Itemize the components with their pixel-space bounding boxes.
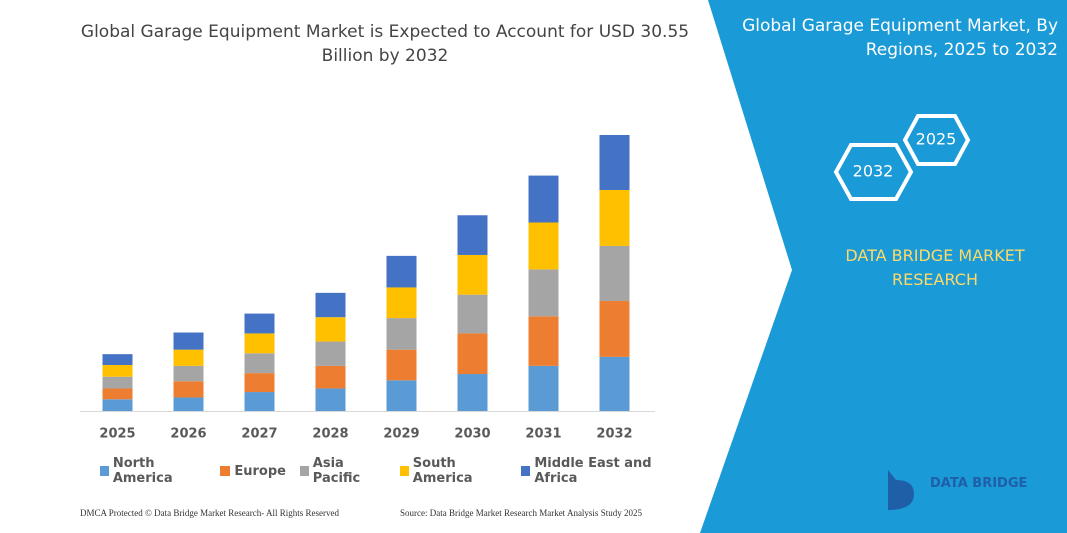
legend-item: South America xyxy=(399,456,508,486)
bar-segment xyxy=(244,373,275,393)
bar-segment xyxy=(457,294,488,334)
hexagon-label: 2025 xyxy=(916,130,957,149)
bar-segment xyxy=(173,397,204,411)
brand: DATA BRIDGE MARKET RESEARCH xyxy=(845,246,1025,289)
bar-segment xyxy=(102,376,133,389)
bar-segment xyxy=(386,287,417,319)
x-tick-label: 2030 xyxy=(454,427,490,442)
bar-segment xyxy=(386,255,417,288)
legend: North America Europe Asia Pacific South Ame… xyxy=(100,456,680,486)
bar-segment xyxy=(386,380,417,411)
x-tick-label: 2028 xyxy=(312,427,348,442)
legend-label: North America xyxy=(112,456,173,486)
legend-item: Middle East and Africa xyxy=(521,456,680,486)
legend-swatch xyxy=(100,466,109,476)
bar-segment xyxy=(599,190,630,246)
bar-segment xyxy=(102,365,133,377)
bar-segment xyxy=(173,381,204,398)
logo-icon xyxy=(888,470,914,510)
bar-segment xyxy=(102,388,133,400)
bar-segment xyxy=(244,353,275,374)
hexagon-label: 2032 xyxy=(853,162,894,181)
legend-label: Europe xyxy=(234,463,286,479)
legend-swatch xyxy=(220,466,231,476)
bar-segment xyxy=(315,388,346,411)
x-tick-label: 2025 xyxy=(99,427,135,442)
bar-segment xyxy=(528,316,559,366)
logo-text: DATA BRIDGE xyxy=(930,476,1028,491)
bar-segment xyxy=(386,318,417,350)
x-tick-label: 2029 xyxy=(383,427,419,442)
legend-swatch xyxy=(299,466,309,476)
legend-swatch xyxy=(399,466,409,476)
x-tick-label: 2026 xyxy=(170,427,206,442)
bar-segment xyxy=(102,399,133,411)
bar-segment xyxy=(315,341,346,366)
legend-label: Asia Pacific xyxy=(312,456,361,486)
bar-segment xyxy=(173,365,204,382)
legend-label: Middle East and Africa xyxy=(534,456,652,486)
bar-segment xyxy=(528,175,559,223)
hexagon xyxy=(833,143,914,201)
x-tick-label: 2027 xyxy=(241,427,277,442)
chart-title: Global Garage Equipment Market is Expect… xyxy=(80,22,690,66)
x-tick-label: 2031 xyxy=(525,427,561,442)
bar-segment xyxy=(102,354,133,365)
bar-segment xyxy=(528,365,559,411)
footer-right: Source: Data Bridge Market Research Mark… xyxy=(400,508,642,518)
side-title: Global Garage Equipment Market, By Regio… xyxy=(742,16,1058,60)
bar-segment xyxy=(244,333,275,354)
legend-label: South America xyxy=(412,456,473,486)
bar-segment xyxy=(457,215,488,255)
bar-segment xyxy=(244,313,275,334)
legend-item: Asia Pacific xyxy=(299,456,386,486)
bar-segment xyxy=(173,349,204,366)
bar-segment xyxy=(173,332,204,350)
bar-segment xyxy=(528,222,559,270)
bar-segment xyxy=(315,317,346,342)
bar-segment xyxy=(599,135,630,191)
bar-segment xyxy=(457,374,488,411)
bar-segment xyxy=(599,245,630,301)
footer-left: DMCA Protected © Data Bridge Market Rese… xyxy=(80,508,340,518)
bar-segment xyxy=(528,269,559,317)
bar-segment xyxy=(315,292,346,318)
legend-item: Europe xyxy=(220,456,286,486)
bar-segment xyxy=(244,392,275,411)
x-tick-label: 2032 xyxy=(596,427,632,442)
bar-segment xyxy=(599,356,630,411)
hexagon xyxy=(902,114,971,166)
bar-segment xyxy=(599,300,630,357)
bar-segment xyxy=(315,365,346,389)
bar-segment xyxy=(386,349,417,381)
bar-segment xyxy=(457,333,488,375)
bar-segment xyxy=(457,254,488,295)
side-panel-bg xyxy=(700,0,1067,533)
legend-item: North America xyxy=(100,456,206,486)
legend-swatch xyxy=(521,466,531,476)
